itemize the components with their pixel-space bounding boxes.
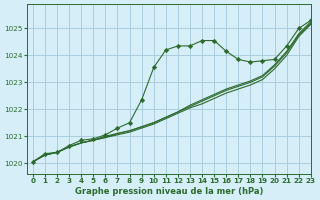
X-axis label: Graphe pression niveau de la mer (hPa): Graphe pression niveau de la mer (hPa)	[75, 187, 263, 196]
